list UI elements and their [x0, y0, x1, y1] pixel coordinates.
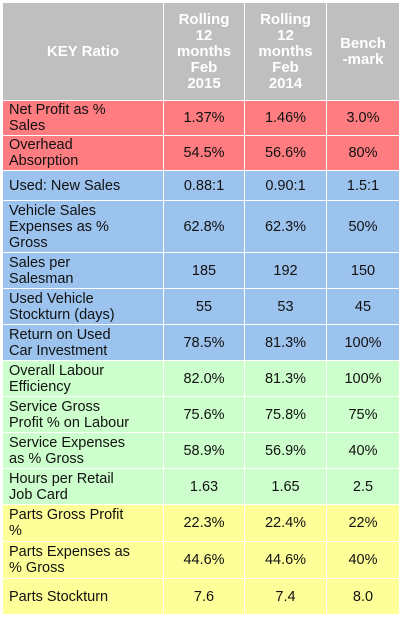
row-label: Overhead Absorption: [2, 135, 164, 171]
row-label: Vehicle Sales Expenses as % Gross: [2, 200, 164, 253]
row-label: Hours per Retail Job Card: [2, 468, 164, 505]
value-2015: 1.37%: [163, 100, 245, 136]
value-benchmark: 150: [326, 252, 400, 289]
value-benchmark: 100%: [326, 324, 400, 361]
header-feb-2014: Rolling 12 months Feb 2014: [244, 2, 327, 101]
value-2015: 55: [163, 288, 245, 325]
value-benchmark: 8.0: [326, 578, 400, 615]
row-label: Overall Labour Efficiency: [2, 360, 164, 397]
row-label: Return on Used Car Investment: [2, 324, 164, 361]
row-label: Net Profit as % Sales: [2, 100, 164, 136]
key-ratio-table-container: KEY Ratio Rolling 12 months Feb 2015 Rol…: [2, 2, 400, 615]
value-2015: 7.6: [163, 578, 245, 615]
value-2015: 82.0%: [163, 360, 245, 397]
header-benchmark: Bench -mark: [326, 2, 400, 101]
value-benchmark: 50%: [326, 200, 400, 253]
value-benchmark: 45: [326, 288, 400, 325]
value-benchmark: 1.5:1: [326, 170, 400, 201]
table-row: Hours per Retail Job Card 1.63 1.65 2.5: [2, 468, 400, 505]
value-2014: 7.4: [244, 578, 327, 615]
row-label: Used: New Sales: [2, 170, 164, 201]
value-2015: 75.6%: [163, 396, 245, 433]
row-label: Parts Gross Profit %: [2, 504, 164, 542]
value-benchmark: 80%: [326, 135, 400, 171]
value-2015: 58.9%: [163, 432, 245, 469]
row-label: Sales per Salesman: [2, 252, 164, 289]
value-2015: 54.5%: [163, 135, 245, 171]
table-row: Parts Gross Profit % 22.3% 22.4% 22%: [2, 504, 400, 542]
value-2014: 1.65: [244, 468, 327, 505]
header-feb-2015: Rolling 12 months Feb 2015: [163, 2, 245, 101]
value-2015: 185: [163, 252, 245, 289]
value-benchmark: 100%: [326, 360, 400, 397]
value-2014: 0.90:1: [244, 170, 327, 201]
value-benchmark: 40%: [326, 432, 400, 469]
table-row: Service Gross Profit % on Labour 75.6% 7…: [2, 396, 400, 433]
value-2014: 44.6%: [244, 541, 327, 579]
row-label: Parts Expenses as % Gross: [2, 541, 164, 579]
table-row: Net Profit as % Sales 1.37% 1.46% 3.0%: [2, 100, 400, 136]
value-2014: 56.6%: [244, 135, 327, 171]
value-benchmark: 2.5: [326, 468, 400, 505]
table-row: Vehicle Sales Expenses as % Gross 62.8% …: [2, 200, 400, 253]
table-row: Service Expenses as % Gross 58.9% 56.9% …: [2, 432, 400, 469]
value-2014: 1.46%: [244, 100, 327, 136]
value-2015: 78.5%: [163, 324, 245, 361]
value-2015: 44.6%: [163, 541, 245, 579]
value-2015: 1.63: [163, 468, 245, 505]
row-label: Service Gross Profit % on Labour: [2, 396, 164, 433]
table-row: Overhead Absorption 54.5% 56.6% 80%: [2, 135, 400, 171]
value-2014: 75.8%: [244, 396, 327, 433]
value-2014: 62.3%: [244, 200, 327, 253]
value-2015: 22.3%: [163, 504, 245, 542]
value-benchmark: 22%: [326, 504, 400, 542]
value-2015: 0.88:1: [163, 170, 245, 201]
row-label: Service Expenses as % Gross: [2, 432, 164, 469]
value-2014: 56.9%: [244, 432, 327, 469]
table-row: Parts Stockturn 7.6 7.4 8.0: [2, 578, 400, 615]
table-row: Used: New Sales 0.88:1 0.90:1 1.5:1: [2, 170, 400, 201]
table-row: Overall Labour Efficiency 82.0% 81.3% 10…: [2, 360, 400, 397]
value-benchmark: 75%: [326, 396, 400, 433]
value-2014: 22.4%: [244, 504, 327, 542]
value-2015: 62.8%: [163, 200, 245, 253]
header-key-ratio: KEY Ratio: [2, 2, 164, 101]
key-ratio-table: KEY Ratio Rolling 12 months Feb 2015 Rol…: [2, 2, 400, 615]
table-row: Used Vehicle Stockturn (days) 55 53 45: [2, 288, 400, 325]
table-row: Sales per Salesman 185 192 150: [2, 252, 400, 289]
row-label: Parts Stockturn: [2, 578, 164, 615]
value-2014: 53: [244, 288, 327, 325]
value-benchmark: 3.0%: [326, 100, 400, 136]
table-row: Return on Used Car Investment 78.5% 81.3…: [2, 324, 400, 361]
value-benchmark: 40%: [326, 541, 400, 579]
table-header-row: KEY Ratio Rolling 12 months Feb 2015 Rol…: [2, 2, 400, 101]
table-row: Parts Expenses as % Gross 44.6% 44.6% 40…: [2, 541, 400, 579]
value-2014: 81.3%: [244, 360, 327, 397]
value-2014: 192: [244, 252, 327, 289]
row-label: Used Vehicle Stockturn (days): [2, 288, 164, 325]
value-2014: 81.3%: [244, 324, 327, 361]
